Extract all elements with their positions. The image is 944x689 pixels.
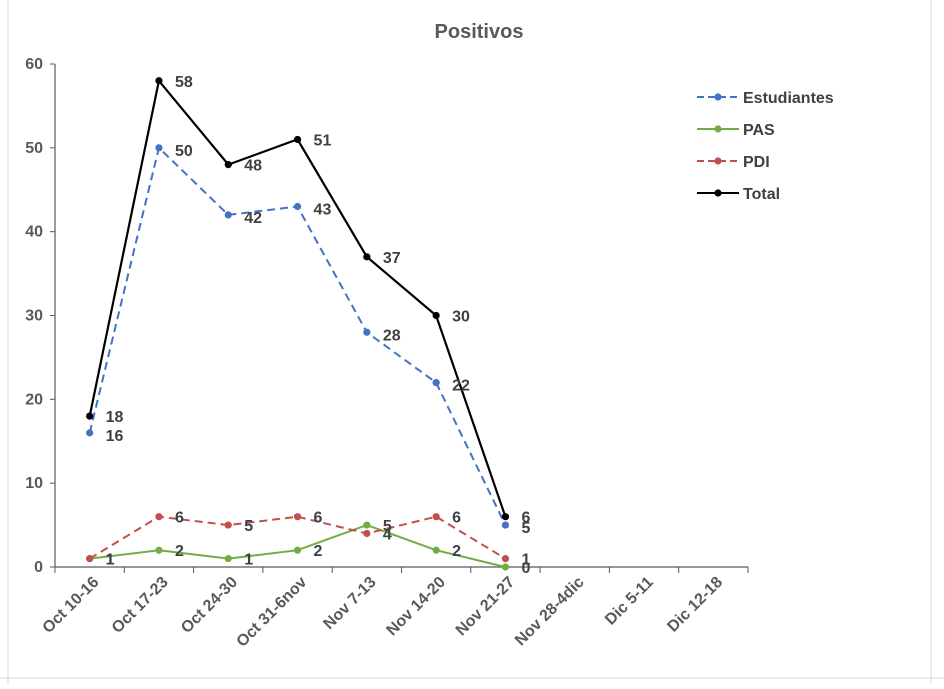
data-label-pdi: 5 — [244, 518, 253, 535]
data-label-pdi: 1 — [106, 552, 115, 569]
data-point-total — [293, 135, 302, 144]
data-label-pdi: 6 — [314, 510, 323, 527]
data-label-total: 37 — [383, 250, 401, 267]
data-point-estudiantes — [432, 378, 440, 387]
data-point-pas — [224, 555, 232, 563]
data-label-pdi: 4 — [383, 526, 392, 543]
data-point-pas — [501, 563, 510, 571]
y-tick-label: 10 — [25, 475, 43, 492]
legend: Estudiantes PAS PDI Total — [697, 90, 834, 203]
data-label-pdi: 1 — [521, 552, 530, 569]
data-label-estudiantes: 28 — [383, 327, 401, 344]
data-point-estudiantes — [224, 211, 232, 219]
data-point-estudiantes — [86, 429, 94, 437]
data-point-pdi — [155, 513, 163, 521]
data-point-estudiantes — [501, 521, 510, 529]
data-point-estudiantes — [293, 202, 302, 211]
legend-label-pdi: PDI — [743, 154, 770, 171]
data-label-pdi: 6 — [175, 510, 184, 527]
data-label-estudiantes: 43 — [314, 202, 332, 219]
data-point-estudiantes — [155, 144, 163, 152]
data-label-estudiantes: 42 — [244, 210, 262, 227]
data-label-total: 51 — [314, 132, 332, 149]
legend-marker-pas — [714, 125, 722, 133]
data-point-total — [501, 513, 510, 521]
data-point-total — [86, 412, 94, 420]
data-point-pdi — [86, 555, 94, 563]
data-label-pas: 1 — [106, 552, 115, 569]
data-point-estudiantes — [363, 328, 371, 336]
data-label-total: 30 — [452, 309, 470, 326]
data-label-pas: 5 — [383, 518, 392, 535]
legend-label-total: Total — [743, 186, 780, 203]
series-layer — [86, 77, 510, 571]
data-label-pas: 1 — [244, 552, 253, 569]
y-tick-label: 60 — [25, 56, 43, 73]
data-label-pdi: 6 — [452, 510, 461, 527]
data-label-pas: 0 — [521, 560, 530, 577]
y-tick-label: 40 — [25, 224, 43, 241]
data-label-estudiantes: 16 — [106, 428, 124, 445]
data-label-estudiantes: 5 — [521, 520, 530, 537]
data-label-total: 6 — [521, 510, 530, 527]
data-point-pas — [293, 546, 302, 554]
data-point-total — [224, 161, 232, 169]
y-tick-label: 0 — [34, 559, 43, 576]
legend-marker-total — [714, 189, 722, 197]
data-point-pdi — [224, 521, 232, 529]
data-point-pdi — [293, 513, 302, 521]
y-tick-label: 50 — [25, 140, 43, 157]
y-tick-label: 30 — [25, 308, 43, 325]
legend-label-estudiantes: Estudiantes — [743, 90, 834, 107]
data-point-pdi — [363, 529, 371, 538]
data-point-pas — [363, 521, 371, 529]
data-label-estudiantes: 22 — [452, 378, 470, 395]
y-tick-label: 20 — [25, 391, 43, 408]
legend-marker-pdi — [714, 157, 722, 165]
data-point-pas — [432, 546, 440, 554]
chart-title: Positivos — [435, 21, 524, 43]
data-label-total: 48 — [244, 158, 262, 175]
legend-label-pas: PAS — [743, 122, 775, 139]
data-label-total: 18 — [106, 409, 124, 426]
data-point-pdi — [432, 513, 440, 521]
data-label-total: 58 — [175, 74, 193, 91]
data-point-pdi — [501, 555, 510, 563]
data-point-total — [432, 311, 440, 320]
data-point-total — [363, 253, 371, 261]
data-point-total — [155, 77, 163, 85]
data-label-estudiantes: 50 — [175, 143, 193, 160]
data-point-pas — [155, 546, 163, 554]
data-label-pas: 2 — [314, 543, 323, 560]
legend-marker-estudiantes — [714, 93, 722, 101]
data-label-pas: 2 — [175, 543, 184, 560]
data-label-pas: 2 — [452, 543, 461, 560]
